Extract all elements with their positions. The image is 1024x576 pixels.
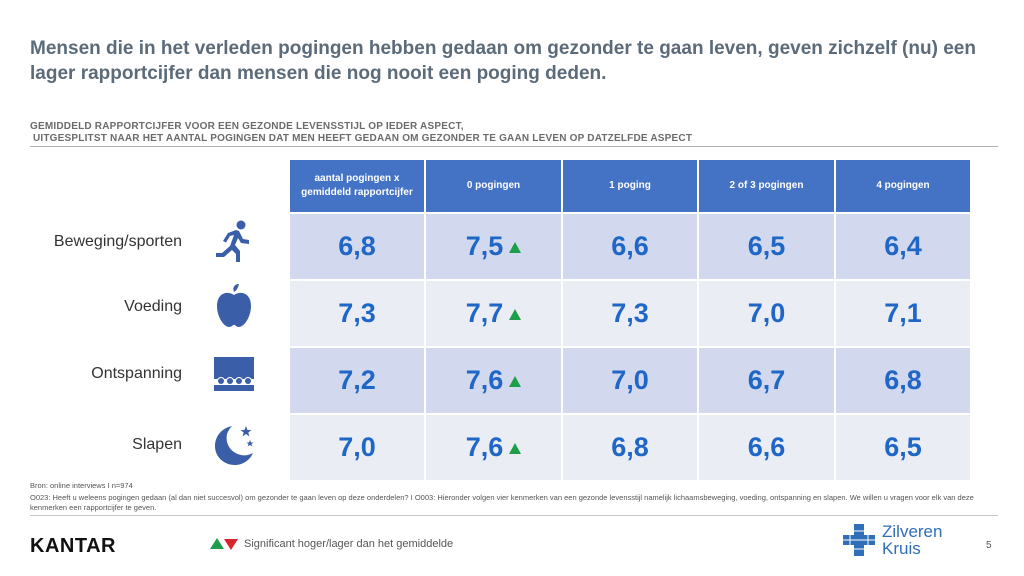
subtitle-divider <box>30 146 998 147</box>
value-cell: 6,5 <box>836 415 970 480</box>
row-label-slapen: Slapen <box>132 436 182 453</box>
value-cell: 6,5 <box>699 214 836 279</box>
question-note: O023: Heeft u weleens pogingen gedaan (a… <box>30 493 974 512</box>
moon-stars-icon <box>215 426 254 465</box>
value-cell: 7,3 <box>290 281 426 346</box>
value-cell: 6,6 <box>699 415 836 480</box>
value-text: 7,6 <box>465 365 504 395</box>
logo-text: Zilveren Kruis <box>882 523 942 557</box>
value-text: 7,5 <box>465 231 504 261</box>
value-cell: 7,3 <box>563 281 699 346</box>
rating-table: aantal pogingen x gemiddeld rapportcijfe… <box>290 160 970 480</box>
up-triangle-icon <box>509 443 522 454</box>
value-cell: 7,7 <box>426 281 563 346</box>
header-0-pogingen: 0 pogingen <box>426 160 563 212</box>
value-cell: 6,8 <box>563 415 699 480</box>
row-label-voeding: Voeding <box>124 298 182 315</box>
table-row: 7,3 7,7 7,3 7,0 7,1 <box>290 279 970 346</box>
up-triangle-icon <box>509 242 522 253</box>
up-triangle-icon <box>509 376 522 387</box>
value-cell: 7,6 <box>426 415 563 480</box>
value-cell: 6,4 <box>836 214 970 279</box>
significance-legend: Significant hoger/lager dan het gemiddel… <box>210 537 453 551</box>
table-row: 7,0 7,6 6,8 6,6 6,5 <box>290 413 970 480</box>
logo-line-2: Kruis <box>882 539 921 558</box>
legend-label: Significant hoger/lager dan het gemiddel… <box>244 538 454 550</box>
value-cell: 6,8 <box>290 214 426 279</box>
value-cell: 7,5 <box>426 214 563 279</box>
runner-icon <box>216 220 249 262</box>
header-4-pogingen: 4 pogingen <box>836 160 970 212</box>
table-row: 6,8 7,5 6,6 6,5 6,4 <box>290 212 970 279</box>
subtitle-line-1: GEMIDDELD RAPPORTCIJFER VOOR EEN GEZONDE… <box>30 121 464 132</box>
header-1-poging: 1 poging <box>563 160 699 212</box>
value-text: 7,7 <box>465 298 504 328</box>
cross-icon <box>843 524 875 556</box>
value-cell: 6,6 <box>563 214 699 279</box>
value-cell: 6,8 <box>836 348 970 413</box>
up-down-triangle-icon <box>210 538 238 550</box>
value-cell: 7,1 <box>836 281 970 346</box>
logo-line-1: Zilveren <box>882 522 943 541</box>
header-average: aantal pogingen x gemiddeld rapportcijfe… <box>290 160 426 212</box>
value-cell: 6,7 <box>699 348 836 413</box>
source-note: Bron: online interviews I n=974 <box>30 481 133 490</box>
slide-title: Mensen die in het verleden pogingen hebb… <box>30 38 976 84</box>
zilveren-kruis-logo: Zilveren Kruis <box>842 523 942 557</box>
value-cell: 7,0 <box>699 281 836 346</box>
value-text: 7,6 <box>465 432 504 462</box>
value-cell: 7,0 <box>563 348 699 413</box>
subtitle-line-2: UITGESPLITST NAAR HET AANTAL POGINGEN DA… <box>30 133 693 144</box>
row-label-beweging: Beweging/sporten <box>53 233 182 250</box>
header-2-3-pogingen: 2 of 3 pogingen <box>699 160 836 212</box>
kantar-logo: KANTAR <box>30 535 116 557</box>
footer-divider <box>30 515 998 516</box>
value-cell: 7,2 <box>290 348 426 413</box>
apple-icon <box>217 284 251 327</box>
audience-icon <box>214 357 254 391</box>
value-cell: 7,6 <box>426 348 563 413</box>
page-number: 5 <box>986 540 992 551</box>
table-header-row: aantal pogingen x gemiddeld rapportcijfe… <box>290 160 970 212</box>
table-row: 7,2 7,6 7,0 6,7 6,8 <box>290 346 970 413</box>
up-triangle-icon <box>509 309 522 320</box>
row-label-ontspanning: Ontspanning <box>91 365 182 382</box>
table-subtitle: GEMIDDELD RAPPORTCIJFER VOOR EEN GEZONDE… <box>30 121 1000 145</box>
value-cell: 7,0 <box>290 415 426 480</box>
